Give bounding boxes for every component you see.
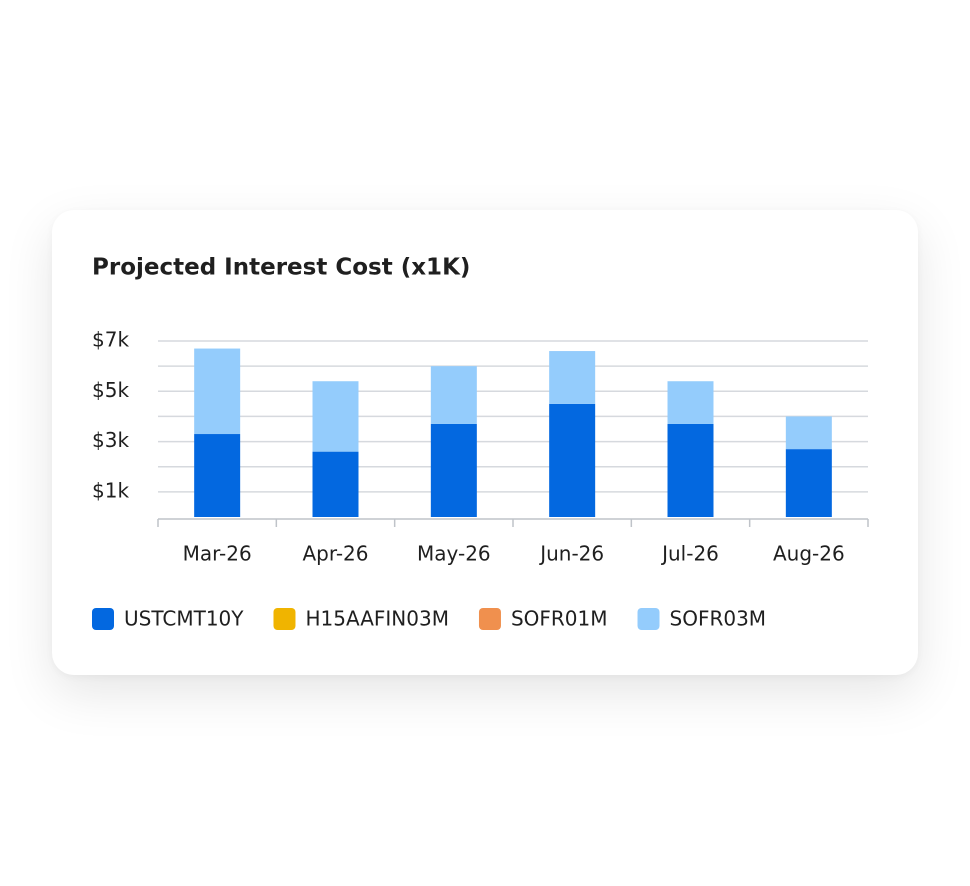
bar-segment [549,403,596,517]
bar-segment [785,416,832,450]
bar-segment [312,451,359,517]
bar-segment [667,381,714,424]
x-tick-label: Apr-26 [303,542,369,566]
legend-label: SOFR01M [511,607,608,631]
bar-segment [549,351,596,404]
chart-title: Projected Interest Cost (x1K) [92,255,470,281]
x-tick-label: May-26 [417,542,491,566]
bar-segment [667,423,714,517]
legend-swatch [92,608,114,630]
legend-swatch [478,608,501,630]
bar-segment [194,434,241,517]
legend-label: USTCMT10Y [124,607,244,631]
legend-swatch [273,608,296,630]
legend-label: SOFR03M [670,607,767,631]
bar-segment [312,381,359,452]
legend-swatch [637,608,660,630]
y-tick-label: $5k [92,378,129,402]
bar-segment [430,423,477,517]
x-tick-label: Jul-26 [660,542,719,566]
x-tick-label: Mar-26 [183,542,252,566]
y-tick-label: $7k [92,328,129,352]
y-tick-label: $1k [92,478,129,502]
y-tick-label: $3k [92,428,129,452]
bar-segment [194,348,241,435]
bar-segment [785,449,832,517]
legend-label: H15AAFIN03M [305,607,448,631]
x-tick-label: Aug-26 [773,542,845,566]
x-tick-label: Jun-26 [538,542,604,566]
bar-segment [430,366,477,424]
